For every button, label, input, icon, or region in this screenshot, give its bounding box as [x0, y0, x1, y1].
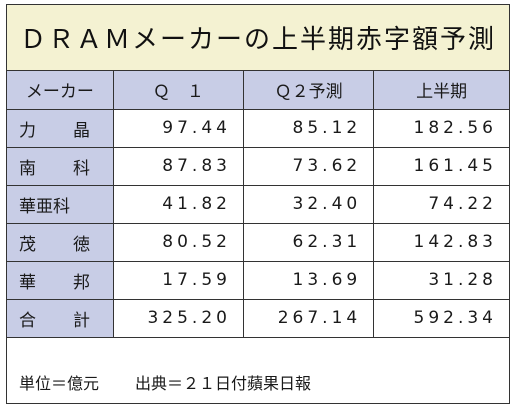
row-q1: 41.82 [113, 185, 244, 224]
row-maker: 南 科 [7, 147, 114, 186]
dram-loss-table-frame: ＤＲＡＭメーカーの上半期赤字額予測 メーカー Ｑ １ Ｑ２予測 上半期 力 晶 … [6, 4, 510, 404]
header-q1: Ｑ １ [113, 71, 244, 110]
header-first-half: 上半期 [373, 71, 509, 110]
row-maker: 力 晶 [7, 109, 114, 148]
row-first-half: 142.83 [373, 223, 509, 262]
row-first-half: 592.34 [373, 299, 509, 338]
row-q2: 62.31 [243, 223, 375, 262]
row-q1: 87.83 [113, 147, 244, 186]
table-title: ＤＲＡＭメーカーの上半期赤字額予測 [7, 5, 509, 71]
row-q2: 85.12 [243, 109, 375, 148]
table-total-row: 合 計 325.20 267.14 592.34 [7, 299, 509, 338]
unit-note: 単位＝億元 [19, 373, 100, 393]
row-first-half: 182.56 [373, 109, 509, 148]
header-maker: メーカー [7, 71, 114, 110]
row-q1: 17.59 [113, 261, 244, 300]
table-row: 南 科 87.83 73.62 161.45 [7, 147, 509, 186]
table-header-row: メーカー Ｑ １ Ｑ２予測 上半期 [7, 71, 509, 110]
row-q2: 267.14 [243, 299, 375, 338]
row-q2: 73.62 [243, 147, 375, 186]
table-row: 茂 徳 80.52 62.31 142.83 [7, 223, 509, 262]
table-row: 華亜科 41.82 32.40 74.22 [7, 185, 509, 224]
row-q1: 325.20 [113, 299, 244, 338]
row-q2: 13.69 [243, 261, 375, 300]
header-q2-forecast: Ｑ２予測 [243, 71, 375, 110]
row-maker: 華亜科 [7, 185, 114, 224]
row-maker: 茂 徳 [7, 223, 114, 262]
row-maker: 合 計 [7, 299, 114, 338]
row-first-half: 74.22 [373, 185, 509, 224]
row-q1: 97.44 [113, 109, 244, 148]
row-maker: 華 邦 [7, 261, 114, 300]
table-row: 華 邦 17.59 13.69 31.28 [7, 261, 509, 300]
source-note: 出典＝２１日付蘋果日報 [135, 373, 312, 393]
row-q2: 32.40 [243, 185, 375, 224]
table-row: 力 晶 97.44 85.12 182.56 [7, 109, 509, 148]
table-footer: 単位＝億元 出典＝２１日付蘋果日報 [7, 360, 509, 403]
row-first-half: 161.45 [373, 147, 509, 186]
row-q1: 80.52 [113, 223, 244, 262]
row-first-half: 31.28 [373, 261, 509, 300]
loss-table: メーカー Ｑ １ Ｑ２予測 上半期 力 晶 97.44 85.12 182.56… [7, 71, 509, 338]
